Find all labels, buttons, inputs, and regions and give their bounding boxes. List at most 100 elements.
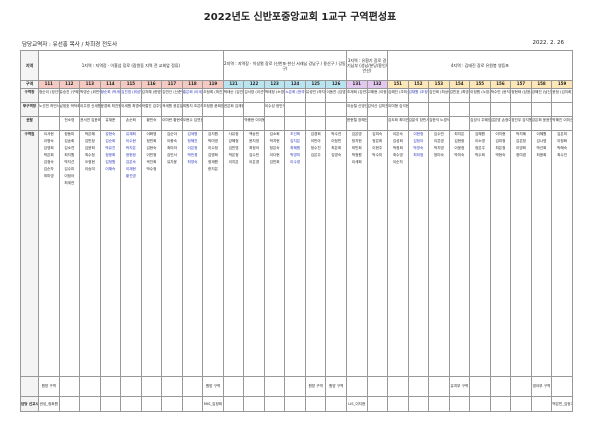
region-header: 4지역 : 김태진 장로 유원봉 영등포 xyxy=(387,50,573,81)
member-name: 정혜진 xyxy=(187,138,198,143)
member-name: 윤지영 xyxy=(249,138,260,143)
member-name: 정미숙 xyxy=(433,152,444,157)
member-name: 김세명 xyxy=(187,131,198,136)
member-name: 유지윤 xyxy=(166,159,177,164)
member-name: 사유정 xyxy=(228,131,239,136)
member-cell: 김미숙 정은희 이현주 박수미 xyxy=(366,130,389,377)
district-number: 159 xyxy=(551,80,573,89)
row-label-subleader: 부구역장 xyxy=(20,102,39,117)
note-cell xyxy=(551,376,573,397)
member-name: 김미숙 xyxy=(372,131,383,136)
member-name: 김은주 xyxy=(310,152,321,157)
leader-cell: 정현태 (남윤서) xyxy=(510,88,532,103)
subleader-cell xyxy=(304,102,327,117)
district-number: 131 xyxy=(345,80,368,89)
member-name: 이정화 xyxy=(557,138,568,143)
subleader-cell: 조정환 윤희정 xyxy=(202,102,224,117)
member-cell: 이은숙 김성희 박정희 최수영 이순자 xyxy=(387,130,409,377)
member-name: 김순자 xyxy=(43,166,54,171)
note-cell xyxy=(79,376,101,397)
pastor-cell xyxy=(243,396,265,412)
member-cell: 박수연 이정민 최은희 김영숙 xyxy=(325,130,347,377)
member-cell: 김은영 정지현 최민희 박정원 이세희 xyxy=(345,130,368,377)
note-cell xyxy=(181,376,204,397)
subleader-cell: 남정호 박덕희 xyxy=(58,102,81,117)
member-name: 백승민 xyxy=(249,131,260,136)
member-name: 정은희 xyxy=(372,138,383,143)
member-name: 이정아 xyxy=(64,173,75,178)
member-cell: 이혜원 김나영 박선희 최윤희 xyxy=(530,130,553,377)
pastor-cell xyxy=(263,396,286,412)
leader-cell: 홍은희 (이세웅) xyxy=(181,88,204,103)
note-cell xyxy=(407,376,430,397)
leader-cell: 김진희 (최상혁) xyxy=(428,88,450,103)
pastor-cell xyxy=(222,396,245,412)
note-cell xyxy=(510,376,532,397)
member-name: 이현주 xyxy=(372,145,383,150)
elder-cell: 김분석 장민서 xyxy=(407,116,430,131)
member-name: 박혜숙 xyxy=(557,145,568,150)
member-name: 최영숙 xyxy=(187,159,198,164)
member-name: 이해숙 xyxy=(105,166,116,171)
region-header: 2지역 : 지역장 · 이성렬 장로 (신반포·한신 서래님 강남구 / 용산구… xyxy=(222,50,347,81)
member-name: 이재현 xyxy=(125,166,136,171)
member-name: 이영희 xyxy=(516,145,526,150)
pastor-row: 담당 선교사 권성_정희원 MIS_김정희 LIS_이지현 백은빈_김정기 xyxy=(20,396,573,412)
leader-cell: 박태정 (소영희) xyxy=(263,88,286,103)
member-row: 구역원 이서현 이명숙 김영희 박은희 김정숙 김순자 최미영 정동미 김송희 김소연 최지원 박지선… xyxy=(20,130,573,377)
leader-cell: 윤정 (김지희) xyxy=(551,88,573,103)
row-label-leader: 구역장 xyxy=(20,88,39,103)
elder-cell xyxy=(325,116,347,131)
member-name: 박은희 xyxy=(43,152,54,157)
leader-cell: 김연선 (신준영) xyxy=(161,88,183,103)
member-cell: 최지은 김현정 이윤정 박미숙 xyxy=(448,130,471,377)
district-number: 118 xyxy=(181,80,204,89)
leader-cell: 김서영 (이선영) xyxy=(243,88,265,103)
elder-cell: 유재준 xyxy=(99,116,122,131)
subleader-cell xyxy=(489,102,512,117)
row-label-elder: 권찰 xyxy=(20,116,39,131)
member-cell: 박은혜 김민정 김윤희 최수정 오정현 이승미 xyxy=(79,130,101,377)
leader-cell: 김지혜 (한명희) xyxy=(140,88,163,103)
member-cell: 조선희 김지은 최혜원 박영미 이수영 xyxy=(284,130,306,377)
leader-cell: 박수빈 (윤석진) xyxy=(489,88,512,103)
member-name: 이순자 xyxy=(392,159,403,164)
member-name: 최미정 xyxy=(413,152,424,157)
elder-cell: 김도희 최미연 xyxy=(387,116,409,131)
member-name: 박영미 xyxy=(290,152,301,157)
member-name: 조선희 xyxy=(290,131,301,136)
member-name: 이수영 xyxy=(290,159,301,164)
subleader-cell: 김석산 김미진 xyxy=(366,102,389,117)
pastor-cell: 권성_정희원 xyxy=(38,396,60,412)
note-cell xyxy=(489,376,512,397)
district-number: 132 xyxy=(366,80,389,89)
member-name: 최지은 xyxy=(454,131,465,136)
note-cell: 원방 구역 xyxy=(304,376,327,397)
note-cell xyxy=(469,376,491,397)
subleader-cell xyxy=(325,102,347,117)
member-cell: 김수빈 이은영 박지영 정미숙 xyxy=(428,130,450,377)
member-name: 이화영 xyxy=(146,131,157,136)
district-number: 122 xyxy=(243,80,265,89)
note-cell xyxy=(428,376,450,397)
leader-cell: 유승진 (구혜미) xyxy=(58,88,81,103)
subleader-cell xyxy=(469,102,491,117)
district-number: 124 xyxy=(284,80,306,89)
pastor-cell xyxy=(79,396,101,412)
member-name: 박지혜 xyxy=(516,131,526,136)
member-name: 황진영 xyxy=(125,173,136,178)
member-name: 최수정 xyxy=(84,152,95,157)
leader-cell: 강혜진 (남신애) xyxy=(530,88,553,103)
elder-cell xyxy=(366,116,389,131)
member-name: 정현정 xyxy=(125,152,136,157)
note-row: 원방 구역 원방 구역 원방 구역 원방 구역 유치부 구역 영아부 구역 xyxy=(20,376,573,397)
district-number: 112 xyxy=(58,80,81,89)
leader-cell: 김진영 (위성영) xyxy=(120,88,142,103)
pastor-cell xyxy=(407,396,430,412)
pastor-cell: MIS_김정희 xyxy=(202,396,224,412)
member-name: 최은정 xyxy=(495,145,506,150)
member-cell: 김은미 이정화 박혜숙 최수진 xyxy=(551,130,573,377)
member-name: 김미정 xyxy=(495,138,506,143)
member-name: 김민희 xyxy=(269,159,280,164)
note-cell: 원방 구역 xyxy=(325,376,347,397)
